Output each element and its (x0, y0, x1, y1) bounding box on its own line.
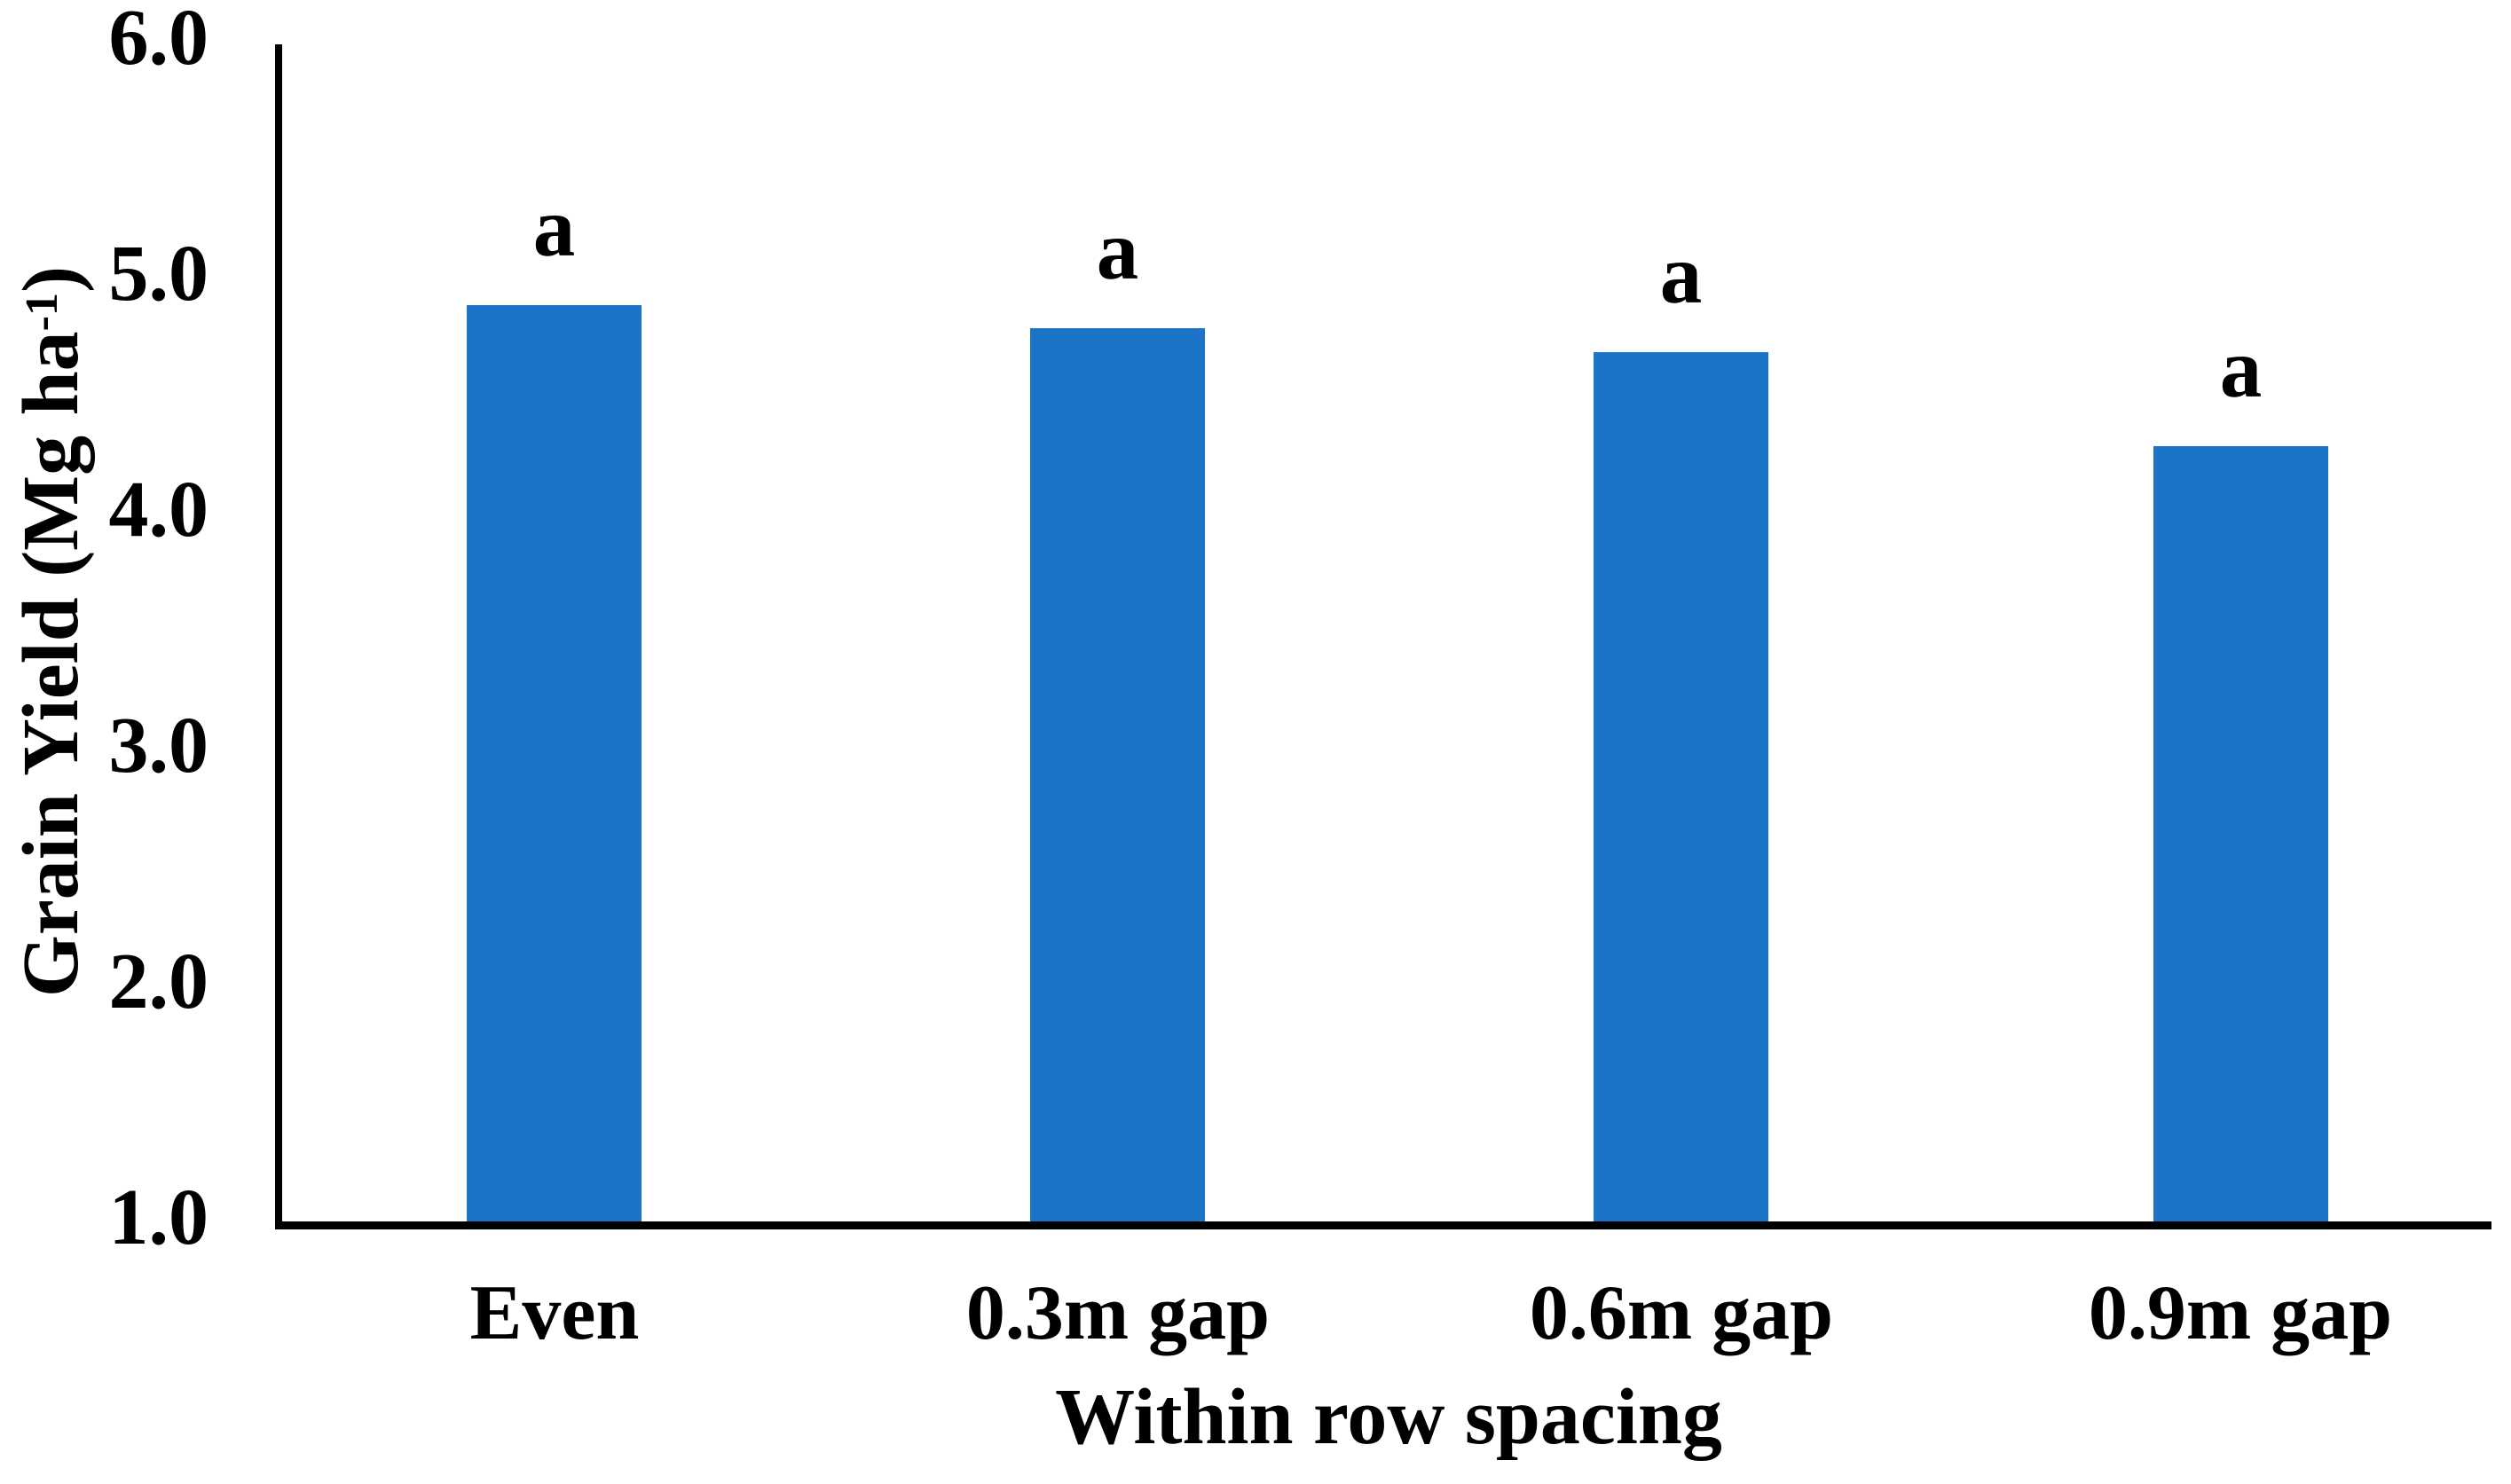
significance-letter: a (2219, 321, 2263, 415)
y-tick-4.0: 4.0 (108, 466, 209, 554)
x-tick-0.3m-gap: 0.3m gap (965, 1270, 1271, 1356)
bar-0.6m-gap (1594, 352, 1768, 1225)
significance-letter: a (1659, 227, 1703, 321)
y-tick-1.0: 1.0 (108, 1174, 209, 1261)
y-axis-line (275, 44, 282, 1229)
bar-group-0.3m-gap: a (1030, 208, 1205, 1225)
x-axis-title: Within row spacing (1055, 1373, 1722, 1461)
x-axis-line (275, 1221, 2491, 1229)
y-tick-6.0: 6.0 (108, 0, 209, 82)
bar-0.9m-gap (2153, 446, 2328, 1225)
significance-letter: a (1096, 203, 1139, 297)
bar-group-even: a (467, 185, 642, 1225)
x-tick-even: Even (469, 1270, 640, 1356)
y-axis-title: Grain Yield (Mg ha-1) (7, 266, 95, 997)
significance-letter: a (532, 180, 576, 274)
bar-0.3m-gap (1030, 328, 1205, 1225)
y-tick-3.0: 3.0 (108, 702, 209, 789)
y-tick-2.0: 2.0 (108, 938, 209, 1025)
y-axis-title-main: Grain Yield (Mg ha (7, 331, 95, 998)
bar-group-0.9m-gap: a (2153, 326, 2328, 1225)
x-tick-0.6m-gap: 0.6m gap (1529, 1270, 1834, 1356)
y-tick-5.0: 5.0 (108, 230, 209, 318)
x-tick-0.9m-gap: 0.9m gap (2088, 1270, 2393, 1356)
bar-group-0.6m-gap: a (1594, 232, 1768, 1225)
bar-even (467, 305, 642, 1225)
